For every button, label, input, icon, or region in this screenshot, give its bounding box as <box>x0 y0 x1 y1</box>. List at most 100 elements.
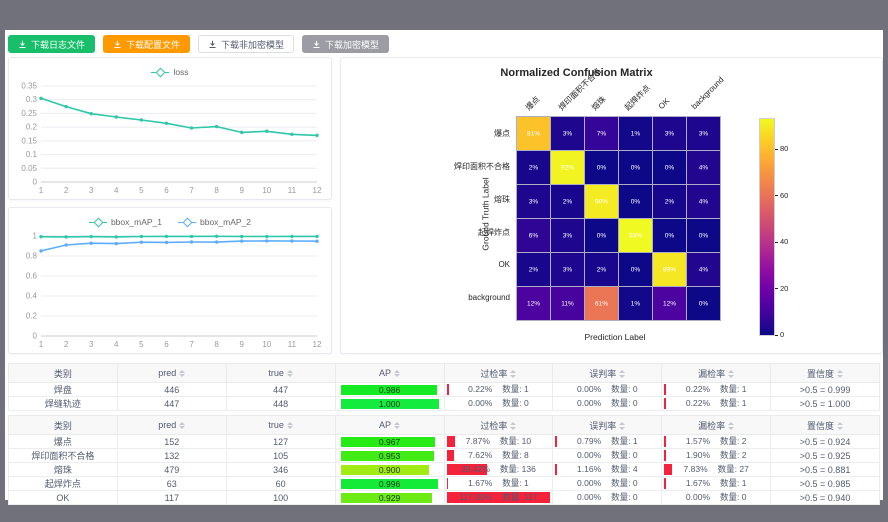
svg-text:7: 7 <box>189 340 194 349</box>
column-header-置信度[interactable]: 置信度 <box>770 363 880 383</box>
legend-label: loss <box>173 67 189 77</box>
column-header-类别: 类别 <box>8 363 118 383</box>
cell-category: 焊印面积不合格 <box>8 448 118 463</box>
sort-caret-icon[interactable] <box>510 422 517 430</box>
sort-caret-icon[interactable] <box>619 370 626 378</box>
matrix-cell: 1% <box>619 287 652 320</box>
svg-text:4: 4 <box>114 186 119 195</box>
matrix-cell: 0% <box>619 151 652 184</box>
cell-pred: 132 <box>116 448 227 463</box>
cell-pred: 446 <box>116 382 227 397</box>
matrix-y-tick-label: 起焊炸点 <box>478 227 510 237</box>
svg-text:0: 0 <box>33 332 38 341</box>
matrix-cell: 0% <box>687 287 720 320</box>
matrix-cell: 12% <box>517 287 550 320</box>
download-log-button[interactable]: 下载日志文件 <box>8 35 96 53</box>
sort-caret-icon[interactable] <box>510 370 517 378</box>
cell-confidence: >0.5 = 0.999 <box>770 382 880 397</box>
svg-text:11: 11 <box>288 340 297 349</box>
rate-bar <box>446 492 551 503</box>
loss-line-chart: 00.050.10.150.20.250.30.351 2 3 4 5 6 7 8 9 10 11 1… <box>21 82 322 196</box>
column-header-误判率[interactable]: 误判率 <box>552 363 663 383</box>
sort-caret-icon[interactable] <box>619 422 626 430</box>
matrix-cell: 3% <box>653 117 686 150</box>
ap-bar <box>340 398 439 409</box>
svg-text:0.2: 0.2 <box>26 123 38 132</box>
matrix-cell: 2% <box>551 185 584 218</box>
download-encrypted-model-button[interactable]: 下载加密模型 <box>302 35 390 53</box>
matrix-y-tick-label: background <box>468 292 510 302</box>
svg-text:1: 1 <box>39 340 44 349</box>
column-header-类别: 类别 <box>8 415 118 435</box>
confusion-matrix-title: Normalized Confusion Matrix <box>500 67 653 79</box>
map-chart-card: bbox_mAP_1 bbox_mAP_2 0 0.2 0.4 0.6 0.8 1 1 2 3 4 5… <box>8 207 332 354</box>
sort-caret-icon[interactable] <box>837 422 844 430</box>
cell-over-detection-rate: 7.62% 数量: 8 <box>443 448 554 463</box>
svg-text:10: 10 <box>262 340 271 349</box>
cell-miss-rate: 0.00% 数量: 0 <box>661 490 772 505</box>
legend-line-diamond-icon <box>151 67 170 78</box>
column-header-过检率[interactable]: 过检率 <box>443 415 554 435</box>
column-header-漏检率[interactable]: 漏检率 <box>661 415 772 435</box>
column-header-误判率[interactable]: 误判率 <box>552 415 663 435</box>
column-header-true[interactable]: true <box>225 363 336 383</box>
matrix-x-tick-label: 熔珠 <box>589 94 608 113</box>
cell-category: 焊盘 <box>8 382 118 397</box>
column-header-AP[interactable]: AP <box>334 363 445 383</box>
cell-confidence: >0.5 = 0.925 <box>770 448 880 463</box>
matrix-x-tick-label: 起焊炸点 <box>622 83 652 113</box>
rate-bar <box>664 450 667 461</box>
column-header-过检率[interactable]: 过检率 <box>443 363 554 383</box>
sort-caret-icon[interactable] <box>179 369 186 378</box>
sort-caret-icon[interactable] <box>728 370 735 378</box>
matrix-cell: 2% <box>585 253 618 286</box>
column-header-漏检率[interactable]: 漏检率 <box>661 363 772 383</box>
table-row: 起焊炸点 63 60 0.996 1.67% 数量: 1 0.00% 数量: 0 1.67% 数量… <box>8 476 880 491</box>
cell-category: 焊缝轨迹 <box>8 396 118 411</box>
legend-item-bbox_mAP_2[interactable]: bbox_mAP_2 <box>178 217 251 228</box>
matrix-cell: 0% <box>619 253 652 286</box>
cell-category: 起焊炸点 <box>8 476 118 491</box>
column-header-pred[interactable]: pred <box>116 363 227 383</box>
cell-ap: 0.967 <box>334 434 445 449</box>
svg-text:2: 2 <box>64 186 69 195</box>
download-unencrypted-model-button[interactable]: 下载非加密模型 <box>198 35 295 53</box>
sort-caret-icon[interactable] <box>394 369 401 378</box>
sort-caret-icon[interactable] <box>728 422 735 430</box>
matrix-cell: 0% <box>653 151 686 184</box>
colorbar-tick-label: 0 <box>775 330 784 339</box>
cell-confidence: >0.5 = 0.940 <box>770 490 880 505</box>
map-line-chart: 00.20.40.60.811 2 3 4 5 6 7 8 9 10 11 12 <box>26 232 322 350</box>
matrix-cell: 3% <box>517 185 550 218</box>
column-header-置信度[interactable]: 置信度 <box>770 415 880 435</box>
cell-misjudge-rate: 0.00% 数量: 0 <box>552 476 663 491</box>
sort-caret-icon[interactable] <box>394 421 401 430</box>
sort-caret-icon[interactable] <box>837 370 844 378</box>
column-header-AP[interactable]: AP <box>334 415 445 435</box>
rate-bar <box>664 436 666 447</box>
loss-chart-card: loss 0 0.05 0.1 0.15 0.2 0.25 0.3 0.35 1 2 3 4 5 6 7 8 9… <box>8 57 332 200</box>
cell-over-detection-rate: 39.42% 数量: 136 <box>443 462 554 477</box>
column-header-pred[interactable]: pred <box>116 415 227 435</box>
svg-text:0.25: 0.25 <box>21 109 37 118</box>
matrix-cell: 3% <box>551 253 584 286</box>
matrix-y-tick-label: 爆点 <box>494 128 510 138</box>
matrix-cell: 0% <box>585 151 618 184</box>
sort-caret-icon[interactable] <box>179 421 186 430</box>
legend-item-bbox_mAP_1[interactable]: bbox_mAP_1 <box>88 217 162 228</box>
sort-caret-icon[interactable] <box>286 369 293 378</box>
cell-pred: 152 <box>116 434 227 449</box>
legend-item-loss[interactable]: loss <box>151 67 189 78</box>
download-config-button[interactable]: 下载配置文件 <box>103 35 191 53</box>
sort-caret-icon[interactable] <box>286 421 293 430</box>
column-header-true[interactable]: true <box>225 415 336 435</box>
cell-true: 105 <box>225 448 336 463</box>
cell-pred: 63 <box>116 476 227 491</box>
cell-category: OK <box>8 490 118 505</box>
cell-miss-rate: 1.90% 数量: 2 <box>661 448 772 463</box>
svg-text:4: 4 <box>114 340 119 349</box>
matrix-cell: 2% <box>517 253 550 286</box>
rate-bar <box>446 464 488 475</box>
cell-true: 448 <box>225 396 336 411</box>
svg-text:0.4: 0.4 <box>26 292 38 301</box>
